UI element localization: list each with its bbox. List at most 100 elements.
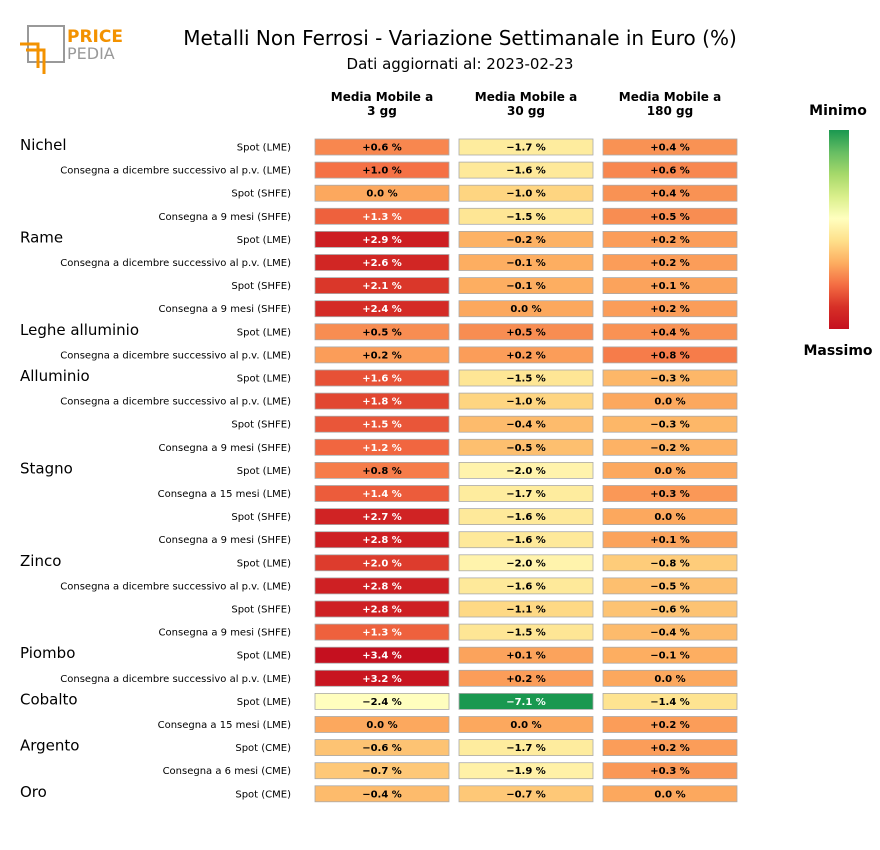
heatmap-cell	[458, 762, 594, 780]
heatmap-cell	[314, 392, 450, 410]
cell-value: +0.2 %	[650, 743, 690, 754]
cell-value: −1.7 %	[506, 743, 546, 754]
cell-value: +0.5 %	[362, 327, 402, 338]
row-label: Spot (SHFE)	[231, 189, 291, 200]
heatmap-cell	[602, 230, 738, 248]
row-label: Spot (SHFE)	[231, 512, 291, 523]
heatmap-cell	[458, 161, 594, 179]
cell-value: +0.5 %	[650, 212, 690, 223]
cell-value: +0.2 %	[362, 350, 402, 361]
heatmap-cell	[458, 438, 594, 456]
heatmap-cell	[602, 300, 738, 318]
cell-value: +1.6 %	[362, 374, 402, 385]
row-label: Spot (LME)	[237, 558, 291, 569]
heatmap-cell	[458, 277, 594, 295]
cell-value: +0.2 %	[650, 304, 690, 315]
cell-value: +2.4 %	[362, 304, 402, 315]
group-label: Rame	[20, 228, 63, 246]
cell-value: −0.7 %	[362, 766, 402, 777]
cell-value: −2.0 %	[506, 558, 546, 569]
cell-value: 0.0 %	[654, 512, 685, 523]
heatmap-cell	[602, 646, 738, 664]
heatmap-cell	[314, 531, 450, 549]
heatmap-cell	[458, 207, 594, 225]
heatmap-cell	[314, 646, 450, 664]
group-label: Alluminio	[20, 367, 90, 385]
heatmap-cell	[458, 554, 594, 572]
heatmap-cell	[602, 438, 738, 456]
cell-value: +2.8 %	[362, 581, 402, 592]
heatmap-cell	[314, 184, 450, 202]
heatmap-cell	[314, 230, 450, 248]
row-label: Spot (CME)	[235, 743, 291, 754]
heatmap-cell	[458, 230, 594, 248]
heatmap-cell	[458, 785, 594, 803]
heatmap-cell	[314, 577, 450, 595]
cell-value: −0.3 %	[650, 374, 690, 385]
cell-value: −0.5 %	[506, 443, 546, 454]
cell-value: −1.7 %	[506, 143, 546, 154]
cell-value: +0.2 %	[650, 235, 690, 246]
heatmap-cell	[602, 716, 738, 733]
cell-value: +1.8 %	[362, 397, 402, 408]
heatmap-cell	[602, 207, 738, 225]
cell-value: +0.8 %	[362, 466, 402, 477]
heatmap-cell	[602, 762, 738, 780]
cell-value: +3.4 %	[362, 651, 402, 662]
heatmap-cell	[602, 531, 738, 549]
heatmap-cell	[458, 669, 594, 687]
heatmap-cell	[314, 600, 450, 618]
heatmap-cell	[458, 508, 594, 526]
row-label: Spot (LME)	[237, 327, 291, 338]
chart-title: Metalli Non Ferrosi - Variazione Settima…	[183, 26, 737, 50]
heatmap-cell	[602, 138, 738, 156]
heatmap-cell	[458, 485, 594, 502]
cell-value: +2.9 %	[362, 235, 402, 246]
row-label: Consegna a 9 mesi (SHFE)	[159, 443, 292, 454]
pricepedia-logo: PRICE PEDIA	[20, 24, 125, 74]
heatmap-cell	[314, 461, 450, 479]
row-label: Spot (LME)	[237, 374, 291, 385]
heatmap-cell	[314, 300, 450, 318]
row-label: Consegna a dicembre successivo al p.v. (…	[60, 258, 291, 269]
row-label: Spot (LME)	[237, 143, 291, 154]
heatmap-cell	[602, 554, 738, 572]
cell-value: +0.2 %	[650, 720, 690, 731]
row-label: Spot (SHFE)	[231, 605, 291, 616]
row-label: Spot (LME)	[237, 651, 291, 662]
row-label: Consegna a 9 mesi (SHFE)	[159, 535, 292, 546]
cell-value: +0.5 %	[506, 327, 546, 338]
cell-value: −0.4 %	[506, 420, 546, 431]
heatmap-cell	[314, 207, 450, 225]
cell-value: +0.4 %	[650, 327, 690, 338]
heatmap-cell	[602, 254, 738, 271]
cell-value: +1.3 %	[362, 628, 402, 639]
heatmap-cell	[314, 785, 450, 803]
cell-value: −1.6 %	[506, 581, 546, 592]
logo-text-price: PRICE	[67, 27, 123, 47]
cell-value: −1.5 %	[506, 212, 546, 223]
cell-value: +0.1 %	[650, 281, 690, 292]
row-label: Spot (CME)	[235, 789, 291, 800]
cell-value: −1.0 %	[506, 397, 546, 408]
cell-value: −0.3 %	[650, 420, 690, 431]
heatmap-cell	[314, 623, 450, 641]
cell-value: −0.7 %	[506, 789, 546, 800]
row-label: Consegna a dicembre successivo al p.v. (…	[60, 674, 291, 685]
heatmap-cell	[602, 693, 738, 710]
row-label: Consegna a dicembre successivo al p.v. (…	[60, 166, 291, 177]
heatmap-cell	[458, 323, 594, 341]
cell-value: 0.0 %	[366, 720, 397, 731]
row-label: Consegna a dicembre successivo al p.v. (…	[60, 350, 291, 361]
heatmap-cell	[314, 485, 450, 502]
cell-value: +0.6 %	[650, 166, 690, 177]
heatmap-cell	[314, 323, 450, 341]
heatmap-cell	[314, 369, 450, 387]
cell-value: −0.6 %	[650, 605, 690, 616]
cell-value: −1.6 %	[506, 166, 546, 177]
heatmap-cell	[602, 323, 738, 341]
group-label: Leghe alluminio	[20, 321, 139, 339]
logo-text-pedia: PEDIA	[67, 44, 115, 63]
cell-value: −7.1 %	[506, 697, 546, 708]
